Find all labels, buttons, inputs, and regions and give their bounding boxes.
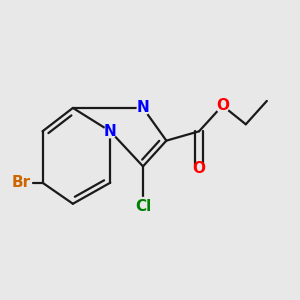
Text: O: O <box>216 98 229 113</box>
Text: Cl: Cl <box>135 199 151 214</box>
Text: O: O <box>193 161 206 176</box>
Text: N: N <box>136 100 149 116</box>
Text: Br: Br <box>12 175 31 190</box>
Text: N: N <box>104 124 117 139</box>
